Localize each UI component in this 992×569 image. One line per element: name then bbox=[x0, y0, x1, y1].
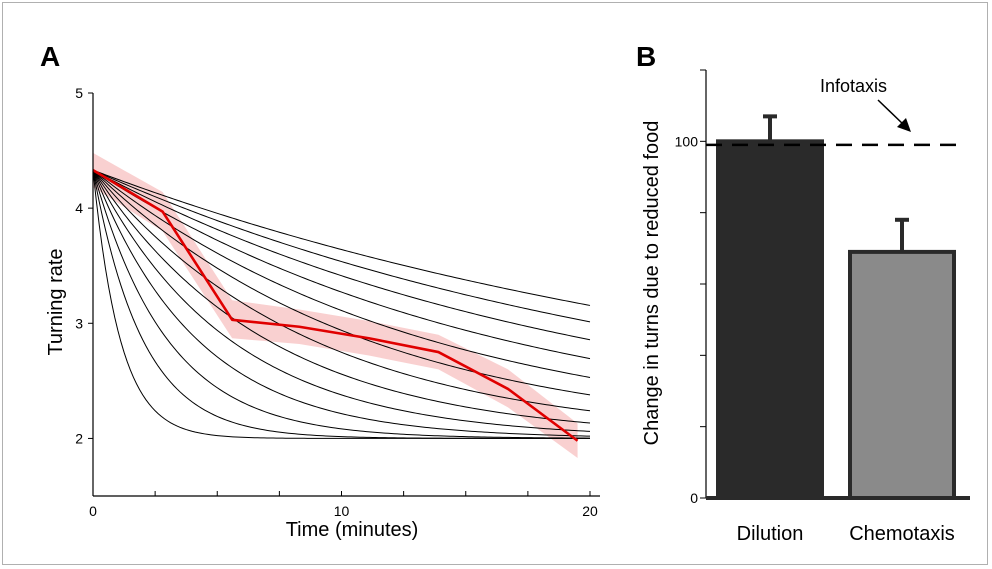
panel-b-label: B bbox=[636, 41, 656, 72]
ci-band bbox=[93, 152, 578, 459]
panel-b: B Change in turns due to reduced food 0 1… bbox=[636, 41, 970, 545]
annotation-arrow bbox=[877, 99, 906, 127]
y-tick-label: 4 bbox=[75, 200, 83, 216]
category-label: Chemotaxis bbox=[849, 523, 955, 545]
y-tick-label: 5 bbox=[75, 85, 83, 101]
x-tick-label: 20 bbox=[582, 503, 598, 519]
model-curve bbox=[92, 170, 591, 439]
x-ticks: 0 10 20 bbox=[89, 491, 598, 519]
model-curve bbox=[92, 169, 591, 432]
model-curve bbox=[92, 170, 590, 439]
y-axis-title: Turning rate bbox=[45, 248, 67, 355]
x-tick-label: 0 bbox=[89, 503, 97, 519]
reference-line-group: Infotaxis bbox=[706, 76, 958, 147]
x-tick-label: 10 bbox=[334, 503, 350, 519]
model-curve bbox=[92, 169, 591, 341]
model-curve bbox=[92, 169, 591, 306]
category-labels: Dilution Chemotaxis bbox=[737, 523, 955, 545]
y-tick-label: 3 bbox=[75, 315, 83, 331]
model-curve bbox=[92, 169, 591, 378]
panel-a-label: A bbox=[40, 41, 60, 72]
category-label: Dilution bbox=[737, 523, 804, 545]
bar-chemotaxis bbox=[848, 249, 956, 500]
bars bbox=[716, 114, 956, 500]
y-tick-label: 2 bbox=[75, 430, 83, 446]
y-tick-label: 100 bbox=[675, 133, 699, 149]
bar-dilution bbox=[716, 139, 824, 500]
y-axis-title-b: Change in turns due to reduced food bbox=[641, 121, 663, 446]
annotation-arrowhead bbox=[897, 118, 911, 132]
panel-a: A 2 3 4 5 0 10 20 Time (minutes) Turning rate bbox=[40, 41, 600, 541]
series-line bbox=[92, 169, 579, 442]
model-curve bbox=[92, 169, 591, 437]
model-curve bbox=[92, 169, 591, 323]
model-curve bbox=[92, 169, 591, 424]
model-curve bbox=[92, 169, 591, 396]
model-curves bbox=[92, 169, 591, 439]
ci-band-group bbox=[93, 152, 578, 459]
data-series bbox=[92, 169, 579, 442]
infotaxis-label: Infotaxis bbox=[820, 76, 887, 96]
y-ticks-b: 0 100 bbox=[675, 69, 706, 506]
model-curve bbox=[92, 169, 591, 360]
y-tick-label: 0 bbox=[690, 490, 698, 506]
y-ticks: 2 3 4 5 bbox=[75, 85, 93, 446]
x-axis-title: Time (minutes) bbox=[286, 519, 419, 541]
model-curve bbox=[92, 169, 591, 412]
